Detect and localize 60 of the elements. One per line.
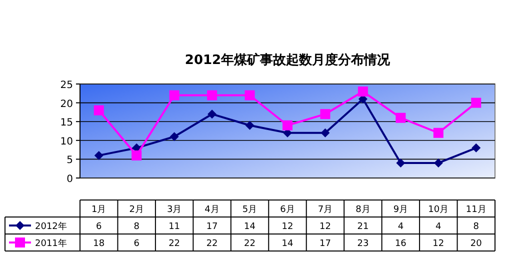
data-label: 18 <box>93 239 105 249</box>
point <box>94 105 104 116</box>
y-tick-label: 5 <box>66 155 73 166</box>
point <box>433 128 444 138</box>
point <box>358 86 368 97</box>
y-tick-label: 20 <box>60 98 73 110</box>
point <box>208 110 217 119</box>
data-label: 23 <box>357 239 369 249</box>
data-label: 11 <box>168 222 180 232</box>
x-tick-label: 3月 <box>166 205 182 215</box>
data-label: 8 <box>134 222 140 232</box>
data-label: 17 <box>320 239 331 249</box>
data-label: 6 <box>96 222 102 232</box>
point <box>170 132 179 142</box>
point <box>472 143 481 152</box>
x-tick-label: 5月 <box>242 205 258 215</box>
data-label: 16 <box>394 239 407 249</box>
point <box>396 158 406 168</box>
y-tick-label: 10 <box>60 136 73 148</box>
data-label: 4 <box>398 222 404 232</box>
x-tick-label: 6月 <box>280 205 295 215</box>
point <box>320 128 330 138</box>
point <box>94 150 104 160</box>
data-label: 22 <box>168 239 180 249</box>
data-label: 6 <box>134 239 140 249</box>
point <box>207 90 218 100</box>
y-tick-label: 25 <box>60 80 73 91</box>
point <box>245 120 254 130</box>
chart-title: 2012年煤矿事故起数月度分布情况 <box>184 52 392 68</box>
x-tick-label: 4月 <box>204 205 220 215</box>
x-tick-label: 1月 <box>91 205 106 215</box>
point <box>244 90 255 100</box>
x-tick-label: 2月 <box>129 205 144 215</box>
point <box>471 98 482 108</box>
point <box>169 90 180 100</box>
x-tick-label: 7月 <box>318 205 333 215</box>
data-label: 22 <box>206 239 218 249</box>
y-tick-label: 15 <box>60 118 73 129</box>
point <box>282 120 292 130</box>
x-tick-label: 9月 <box>393 205 408 215</box>
x-tick-label: 11月 <box>466 205 486 215</box>
data-label: 12 <box>282 222 294 232</box>
legend-label: 2012年 <box>35 221 67 232</box>
x-tick-label: 10月 <box>428 205 449 215</box>
data-label: 12 <box>320 222 331 232</box>
point <box>132 150 142 160</box>
data-label: 12 <box>432 239 444 249</box>
data-label: 21 <box>357 222 369 232</box>
y-tick-label: 0 <box>66 174 73 185</box>
data-label: 14 <box>282 239 294 249</box>
data-label: 4 <box>436 222 442 232</box>
data-label: 20 <box>470 239 482 249</box>
legend-label: 2011年 <box>35 238 67 249</box>
data-label: 8 <box>473 222 480 232</box>
data-label: 14 <box>244 222 256 232</box>
data-label: 22 <box>244 239 256 249</box>
x-tick-label: 8月 <box>356 205 370 215</box>
point <box>320 109 330 120</box>
data-label: 17 <box>206 222 218 232</box>
point <box>396 112 406 123</box>
